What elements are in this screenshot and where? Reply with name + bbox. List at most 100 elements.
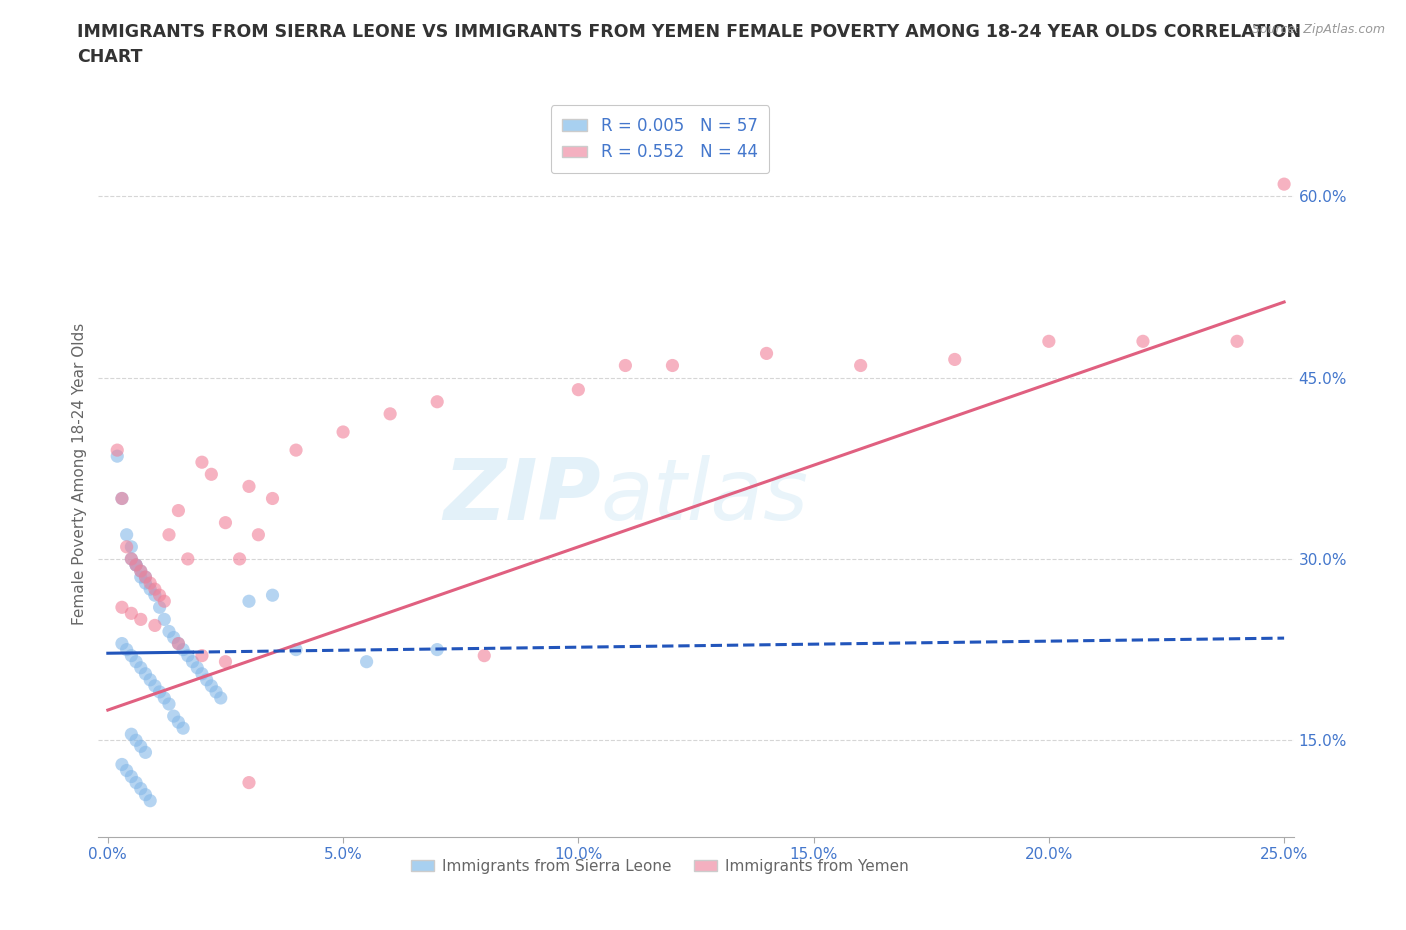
Point <box>378 406 401 421</box>
Point <box>262 588 284 603</box>
Point <box>134 570 156 585</box>
Point <box>567 382 589 397</box>
Point <box>285 443 308 458</box>
Point <box>472 648 495 663</box>
Point <box>111 600 134 615</box>
Point <box>111 491 134 506</box>
Text: Source: ZipAtlas.com: Source: ZipAtlas.com <box>1251 23 1385 36</box>
Point <box>205 684 228 699</box>
Point <box>186 660 208 675</box>
Y-axis label: Female Poverty Among 18-24 Year Olds: Female Poverty Among 18-24 Year Olds <box>72 324 87 626</box>
Point <box>153 691 176 706</box>
Point <box>426 394 449 409</box>
Point <box>129 564 152 578</box>
Point <box>143 679 166 694</box>
Point <box>285 643 308 658</box>
Point <box>149 600 172 615</box>
Point <box>1132 334 1154 349</box>
Point <box>167 503 190 518</box>
Point <box>139 793 162 808</box>
Point <box>143 618 166 633</box>
Point <box>214 515 236 530</box>
Point <box>157 624 180 639</box>
Point <box>149 684 172 699</box>
Point <box>125 655 148 670</box>
Point <box>129 660 152 675</box>
Point <box>200 679 222 694</box>
Point <box>111 757 134 772</box>
Point <box>120 551 142 566</box>
Point <box>129 564 152 578</box>
Point <box>167 715 190 730</box>
Point <box>238 594 260 609</box>
Point <box>195 672 218 687</box>
Point <box>332 425 354 440</box>
Point <box>214 655 236 670</box>
Point <box>120 606 142 621</box>
Point <box>120 648 142 663</box>
Point <box>661 358 683 373</box>
Point <box>209 691 232 706</box>
Point <box>134 667 156 682</box>
Point <box>134 787 156 802</box>
Point <box>1038 334 1060 349</box>
Point <box>129 739 152 754</box>
Point <box>943 352 966 367</box>
Point <box>143 582 166 597</box>
Point <box>139 582 162 597</box>
Point <box>143 588 166 603</box>
Point <box>181 655 204 670</box>
Point <box>177 551 200 566</box>
Point <box>120 539 142 554</box>
Point <box>356 655 378 670</box>
Point <box>149 588 172 603</box>
Point <box>125 558 148 573</box>
Point <box>614 358 637 373</box>
Point <box>163 631 186 645</box>
Point <box>125 558 148 573</box>
Point <box>129 612 152 627</box>
Point <box>1226 334 1249 349</box>
Point <box>177 648 200 663</box>
Point <box>426 643 449 658</box>
Point <box>115 763 138 777</box>
Point <box>129 781 152 796</box>
Point <box>134 745 156 760</box>
Point <box>115 527 138 542</box>
Point <box>120 551 142 566</box>
Point <box>134 576 156 591</box>
Legend: Immigrants from Sierra Leone, Immigrants from Yemen: Immigrants from Sierra Leone, Immigrants… <box>405 853 915 880</box>
Point <box>105 443 128 458</box>
Point <box>115 539 138 554</box>
Text: atlas: atlas <box>600 455 808 538</box>
Point <box>167 636 190 651</box>
Point <box>238 479 260 494</box>
Point <box>191 667 214 682</box>
Point <box>755 346 778 361</box>
Point <box>139 672 162 687</box>
Point <box>167 636 190 651</box>
Point <box>105 449 128 464</box>
Point <box>200 467 222 482</box>
Point <box>134 570 156 585</box>
Point <box>172 721 194 736</box>
Point <box>125 776 148 790</box>
Point <box>157 527 180 542</box>
Point <box>129 570 152 585</box>
Point <box>111 491 134 506</box>
Point <box>111 636 134 651</box>
Point <box>125 558 148 573</box>
Point <box>163 709 186 724</box>
Point <box>139 576 162 591</box>
Point <box>125 733 148 748</box>
Point <box>172 643 194 658</box>
Point <box>153 594 176 609</box>
Point <box>262 491 284 506</box>
Point <box>115 643 138 658</box>
Point <box>153 612 176 627</box>
Point <box>228 551 250 566</box>
Point <box>120 769 142 784</box>
Point <box>191 648 214 663</box>
Point <box>247 527 270 542</box>
Point <box>191 455 214 470</box>
